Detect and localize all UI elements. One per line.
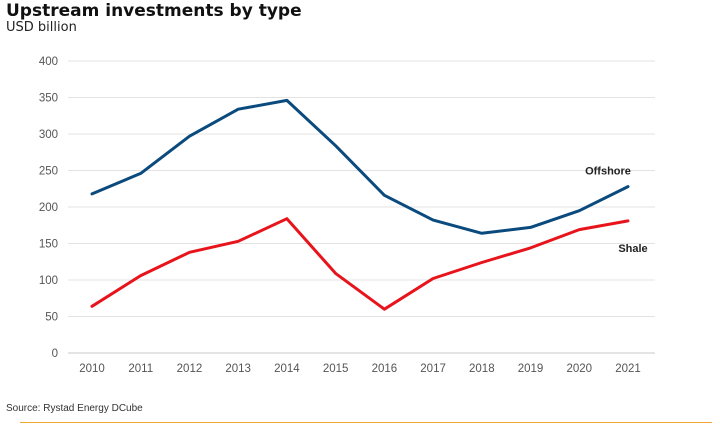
x-tick-label: 2013 <box>225 363 251 375</box>
y-tick-label: 200 <box>39 202 58 214</box>
x-tick-label: 2018 <box>469 363 495 375</box>
x-tick-label: 2019 <box>518 363 544 375</box>
chart-title: Upstream investments by type <box>6 1 302 21</box>
y-tick-label: 250 <box>39 166 58 178</box>
x-tick-label: 2016 <box>372 363 398 375</box>
y-tick-label: 150 <box>39 239 58 251</box>
x-tick-label: 2020 <box>566 363 592 375</box>
source-note: Source: Rystad Energy DCube <box>6 403 143 414</box>
x-tick-label: 2014 <box>274 363 300 375</box>
line-chart: 0 50 100 150 200 250 300 350 400 2010 2011 2012 2013… <box>39 56 655 375</box>
x-tick-label: 2015 <box>323 363 349 375</box>
x-tick-label: 2017 <box>420 363 446 375</box>
x-tick-label: 2012 <box>177 363 203 375</box>
chart-subtitle: USD billion <box>6 20 77 35</box>
footer-rule <box>20 422 712 423</box>
y-tick-label: 350 <box>39 93 58 105</box>
x-tick-label: 2011 <box>128 363 153 375</box>
y-tick-label: 0 <box>52 348 58 360</box>
y-tick-label: 50 <box>45 312 58 324</box>
series-label-shale: Shale <box>618 243 647 255</box>
x-tick-label: 2010 <box>79 363 105 375</box>
y-tick-label: 100 <box>39 275 58 287</box>
x-tick-label: 2021 <box>615 363 641 375</box>
series-label-offshore: Offshore <box>585 166 631 178</box>
series-line-offshore <box>90 98 630 235</box>
y-tick-label: 400 <box>39 56 58 68</box>
series-line-shale <box>90 217 630 311</box>
y-tick-label: 300 <box>39 129 58 141</box>
